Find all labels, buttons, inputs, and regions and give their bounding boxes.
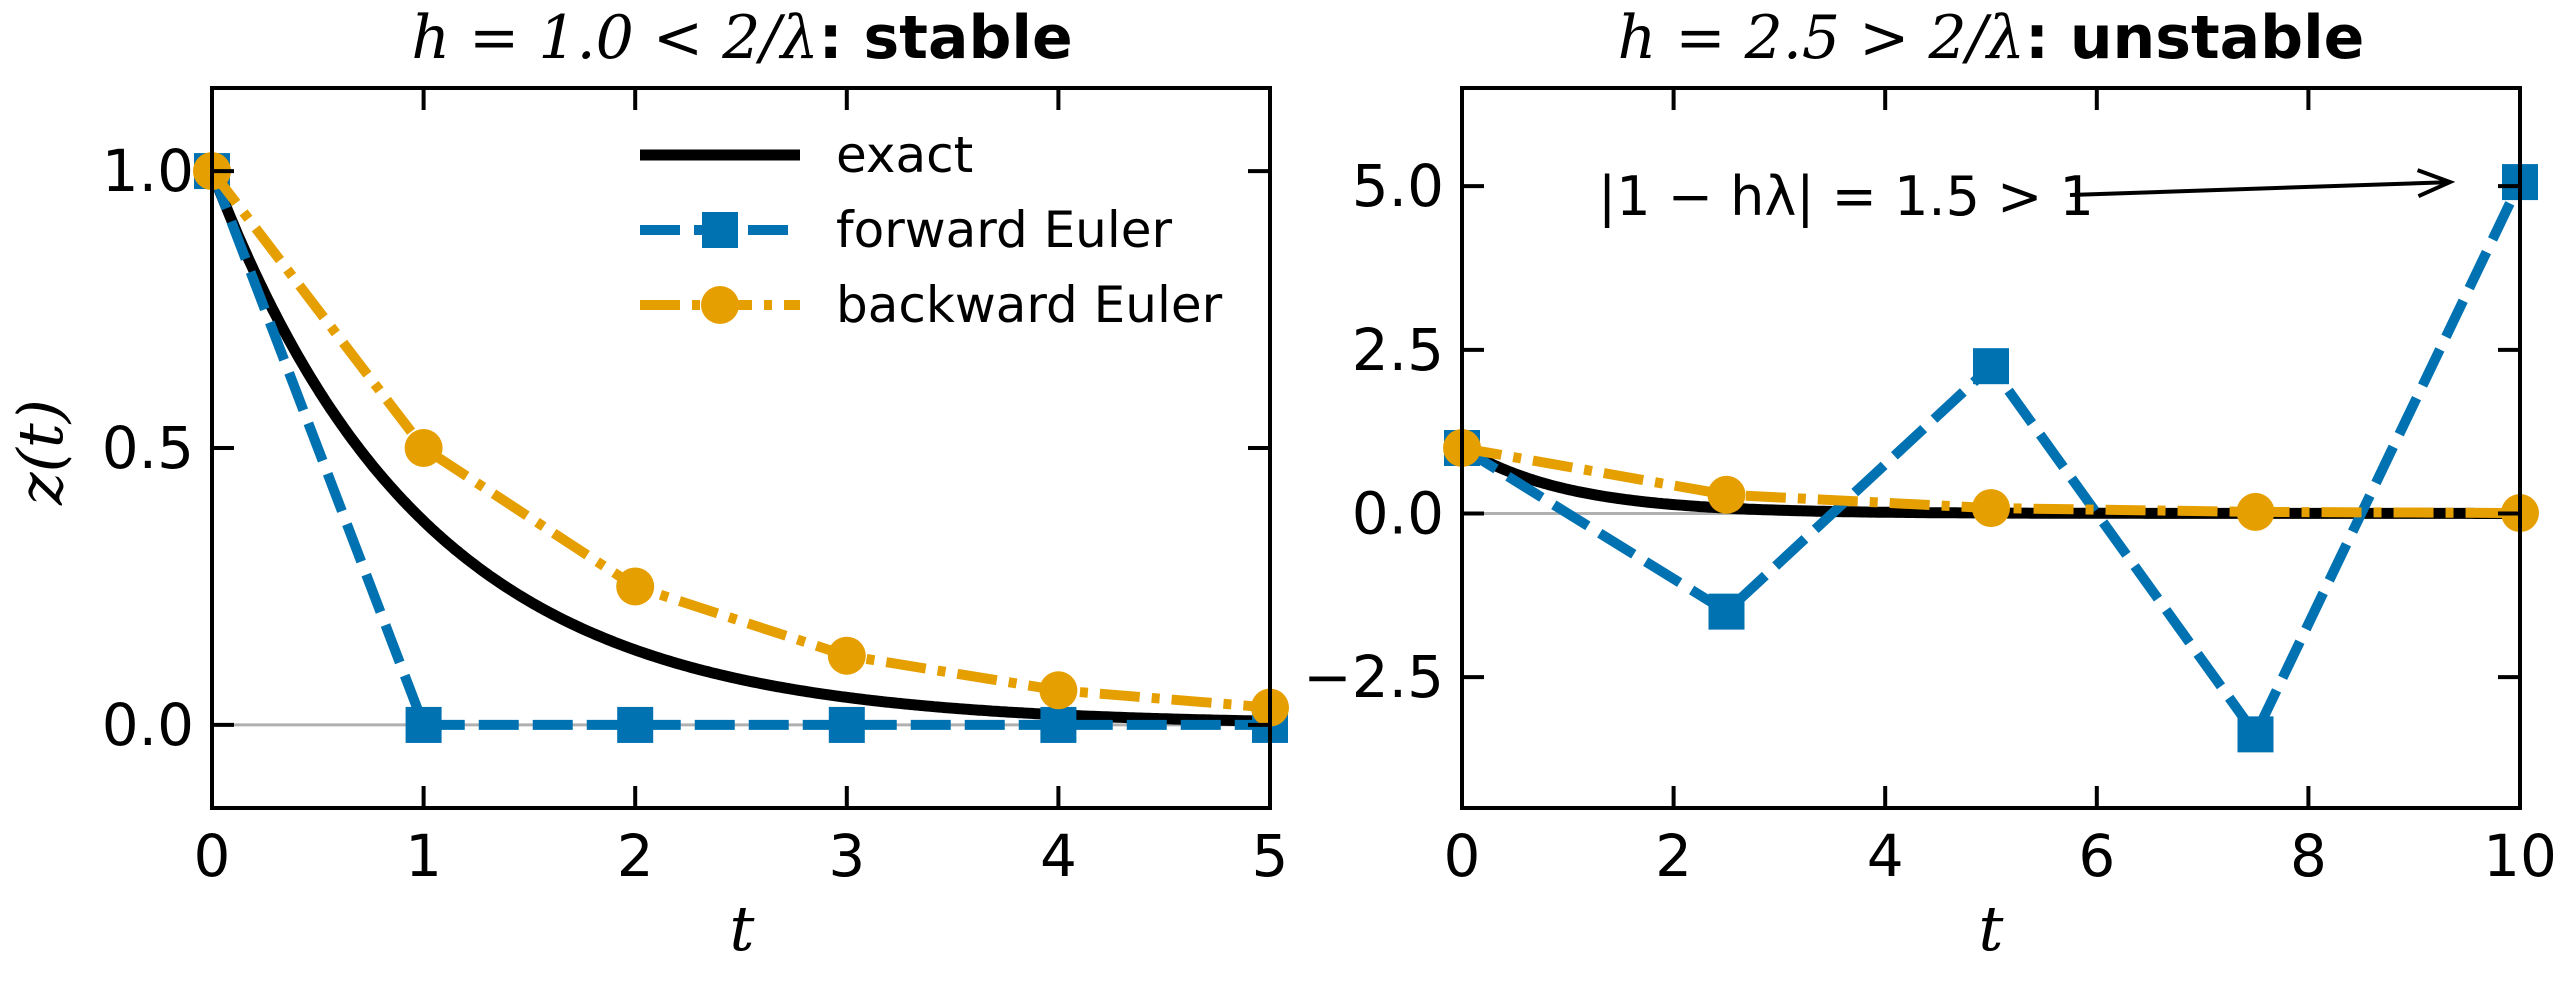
x-tick-label: 4 (1867, 822, 1904, 890)
instability-annotation: |1 − hλ| = 1.5 > 1 (1598, 165, 2094, 228)
forward-euler-point (1973, 348, 2009, 385)
legend-forward-marker (702, 212, 738, 248)
forward-euler-point (828, 706, 865, 743)
forward-euler-line (207, 169, 1270, 730)
x-tick-label: 5 (1252, 822, 1289, 890)
x-tick-label: 10 (2483, 822, 2557, 890)
x-tick-label: 0 (1444, 822, 1481, 890)
x-tick-label: 2 (1655, 822, 1692, 890)
backward-euler-point (404, 429, 443, 467)
y-tick-label: 5.0 (1352, 152, 1444, 220)
annotation-arrowhead (2416, 168, 2456, 198)
backward-euler-line (208, 168, 1271, 713)
backward-euler-point (1039, 671, 1078, 710)
x-tick-label: 0 (194, 822, 231, 890)
axes-frame (1460, 86, 2522, 810)
exact-curve (206, 169, 1271, 727)
panel-unstable: h = 2.5 > 2/λ: unstable t 0 2 4 6 8 10 −2.5 0.0… (1303, 3, 2557, 965)
backward-euler-point (827, 636, 866, 675)
title-math: h = 1.0 < 2/λ (411, 3, 818, 73)
title-bold: : unstable (2025, 3, 2364, 73)
legend-exact-label: exact (836, 126, 973, 184)
forward-euler-point (617, 706, 654, 743)
x-tick-label: 4 (1040, 822, 1077, 890)
y-tick-label: 1.0 (102, 137, 194, 205)
panel-title: h = 1.0 < 2/λ: stable (411, 3, 1072, 73)
x-tick-label: 8 (2290, 822, 2327, 890)
forward-euler-line (1459, 179, 2525, 745)
y-tick-label: 2.5 (1352, 316, 1444, 384)
axes-frame (210, 86, 1272, 810)
backward-euler-point (1972, 489, 2010, 528)
y-tick-label: 0.0 (1352, 479, 1444, 547)
forward-euler-point (1708, 593, 1745, 630)
forward-euler-point (1040, 706, 1077, 743)
x-tick-label: 3 (828, 822, 865, 890)
backward-euler-point (616, 567, 655, 606)
y-tick-label: 0.0 (102, 691, 194, 759)
backward-euler-point (1707, 475, 1746, 514)
panel-title: h = 2.5 > 2/λ: unstable (1618, 3, 2365, 73)
x-axis-label: t (1979, 892, 2004, 965)
legend-backward-label: backward Euler (836, 276, 1223, 334)
legend-forward-label: forward Euler (836, 201, 1173, 259)
plot-area: 0 2 4 6 8 10 −2.5 0.0 2.5 5.0 (1303, 86, 2557, 890)
x-axis-label: t (730, 892, 755, 965)
forward-euler-point (2237, 716, 2274, 753)
y-tick-label: 0.5 (102, 414, 194, 482)
forward-euler-point (405, 706, 442, 743)
backward-euler-point (2236, 492, 2275, 531)
y-axis-label: z(t) (4, 399, 77, 506)
plot-area: 0 1 2 3 4 5 0.0 0.5 1.0 (102, 86, 1289, 890)
x-tick-label: 1 (405, 822, 442, 890)
title-bold: : stable (819, 3, 1073, 73)
title-math: h = 2.5 > 2/λ (1618, 3, 2025, 73)
x-tick-label: 6 (2078, 822, 2115, 890)
y-tick-label: −2.5 (1303, 643, 1444, 711)
legend-backward-marker (701, 286, 739, 324)
panel-stable: h = 1.0 < 2/λ: stable z(t) t 0 1 2 3 4 5 0.0 0.… (4, 3, 1289, 965)
annotation-arrow (2069, 180, 2451, 197)
x-tick-label: 2 (617, 822, 654, 890)
legend: exact forward Euler backward Euler (640, 126, 1223, 334)
